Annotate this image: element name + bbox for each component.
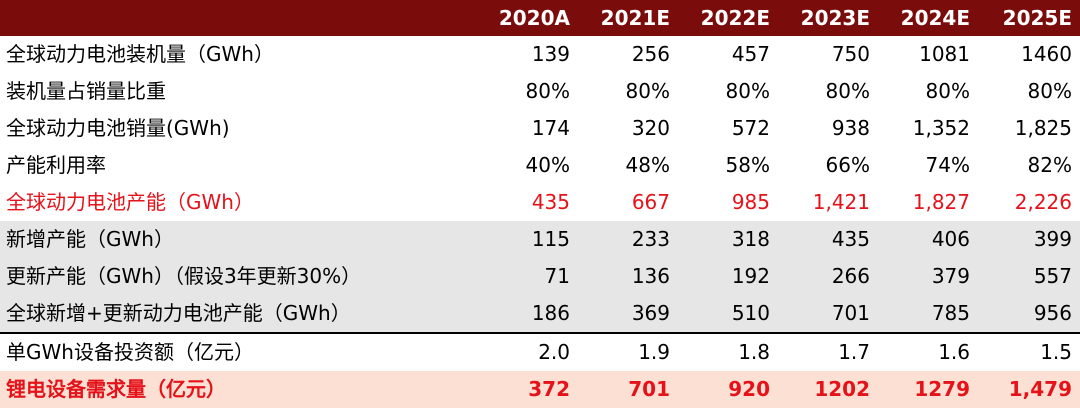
row-label: 全球新增+更新动力电池产能（GWh） bbox=[0, 295, 478, 334]
header-year-2022e: 2022E bbox=[678, 0, 778, 36]
value-cell: 82% bbox=[978, 147, 1080, 184]
value-cell: 58% bbox=[678, 147, 778, 184]
header-row: 2020A 2021E 2022E 2023E 2024E 2025E bbox=[0, 0, 1080, 36]
value-cell: 750 bbox=[778, 36, 878, 73]
value-cell: 1279 bbox=[878, 371, 978, 408]
value-cell: 40% bbox=[478, 147, 578, 184]
value-cell: 80% bbox=[878, 73, 978, 110]
value-cell: 785 bbox=[878, 295, 978, 334]
value-cell: 318 bbox=[678, 221, 778, 258]
value-cell: 1.9 bbox=[578, 333, 678, 371]
value-cell: 985 bbox=[731, 190, 770, 214]
value-cell: 80% bbox=[778, 73, 878, 110]
row-label: 装机量占销量比重 bbox=[0, 73, 478, 110]
value-cell: 435 bbox=[778, 221, 878, 258]
row-label: 全球动力电池销量(GWh) bbox=[0, 110, 478, 147]
value-cell: 1.5 bbox=[978, 333, 1080, 371]
value-cell: 136 bbox=[578, 258, 678, 295]
table-row: 新增产能（GWh） 115 233 318 435 406 399 bbox=[0, 221, 1080, 258]
value-cell: 1,827 bbox=[912, 190, 970, 214]
header-year-2020a: 2020A bbox=[478, 0, 578, 36]
row-label: 更新产能（GWh）（假设3年更新30%） bbox=[0, 258, 478, 295]
value-cell: 1202 bbox=[778, 371, 878, 408]
value-cell: 557 bbox=[978, 258, 1080, 295]
value-cell: 572 bbox=[678, 110, 778, 147]
header-year-2024e: 2024E bbox=[878, 0, 978, 36]
table-row: 更新产能（GWh）（假设3年更新30%） 71 136 192 266 379 557 bbox=[0, 258, 1080, 295]
value-cell: 369 bbox=[578, 295, 678, 334]
row-label: 产能利用率 bbox=[0, 147, 478, 184]
forecast-table: 2020A 2021E 2022E 2023E 2024E 2025E 全球动力… bbox=[0, 0, 1080, 408]
value-cell: 1.8 bbox=[678, 333, 778, 371]
value-cell: 435 bbox=[531, 190, 570, 214]
value-cell: 66% bbox=[778, 147, 878, 184]
value-cell: 372 bbox=[478, 371, 578, 408]
value-cell: 266 bbox=[778, 258, 878, 295]
value-cell: 1,825 bbox=[978, 110, 1080, 147]
value-cell: 320 bbox=[578, 110, 678, 147]
value-cell: 406 bbox=[878, 221, 978, 258]
table-row: 全球动力电池装机量（GWh） 139 256 457 750 1081 1460 bbox=[0, 36, 1080, 73]
header-label-cell bbox=[0, 0, 478, 36]
table-row: 产能利用率 40% 48% 58% 66% 74% 82% bbox=[0, 147, 1080, 184]
value-cell: 379 bbox=[878, 258, 978, 295]
row-label: 全球动力电池装机量（GWh） bbox=[0, 36, 478, 73]
value-cell: 80% bbox=[978, 73, 1080, 110]
value-cell: 71 bbox=[478, 258, 578, 295]
value-cell: 2.0 bbox=[478, 333, 578, 371]
value-cell: 192 bbox=[678, 258, 778, 295]
value-cell: 920 bbox=[678, 371, 778, 408]
value-cell: 1,352 bbox=[878, 110, 978, 147]
value-cell: 2,226 bbox=[1014, 190, 1072, 214]
value-cell: 80% bbox=[478, 73, 578, 110]
value-cell: 399 bbox=[978, 221, 1080, 258]
value-cell: 1081 bbox=[878, 36, 978, 73]
row-label: 新增产能（GWh） bbox=[0, 221, 478, 258]
value-cell: 48% bbox=[578, 147, 678, 184]
row-label: 锂电设备需求量（亿元） bbox=[0, 371, 478, 408]
table-row: 全球动力电池销量(GWh) 174 320 572 938 1,352 1,825 bbox=[0, 110, 1080, 147]
value-cell: 510 bbox=[678, 295, 778, 334]
value-cell: 938 bbox=[778, 110, 878, 147]
value-cell: 667 bbox=[631, 190, 670, 214]
row-label: 全球动力电池产能（GWh） bbox=[6, 190, 254, 214]
value-cell: 139 bbox=[478, 36, 578, 73]
value-cell: 174 bbox=[478, 110, 578, 147]
value-cell: 1.7 bbox=[778, 333, 878, 371]
value-cell: 186 bbox=[478, 295, 578, 334]
header-year-2021e: 2021E bbox=[578, 0, 678, 36]
value-cell: 115 bbox=[478, 221, 578, 258]
value-cell: 956 bbox=[978, 295, 1080, 334]
value-cell: 1460 bbox=[978, 36, 1080, 73]
table-row: 全球动力电池产能（GWh） 435 667 985 1,421 1,827 2,226 bbox=[0, 184, 1080, 221]
value-cell: 80% bbox=[578, 73, 678, 110]
value-cell: 701 bbox=[778, 295, 878, 334]
value-cell: 256 bbox=[578, 36, 678, 73]
value-cell: 1,421 bbox=[812, 190, 870, 214]
header-year-2023e: 2023E bbox=[778, 0, 878, 36]
table-row: 全球新增+更新动力电池产能（GWh） 186 369 510 701 785 956 bbox=[0, 295, 1080, 334]
row-label: 单GWh设备投资额（亿元） bbox=[0, 333, 478, 371]
value-cell: 1,479 bbox=[978, 371, 1080, 408]
value-cell: 701 bbox=[578, 371, 678, 408]
value-cell: 80% bbox=[678, 73, 778, 110]
header-year-2025e: 2025E bbox=[978, 0, 1080, 36]
value-cell: 457 bbox=[678, 36, 778, 73]
table-row: 装机量占销量比重 80% 80% 80% 80% 80% 80% bbox=[0, 73, 1080, 110]
table-row: 单GWh设备投资额（亿元） 2.0 1.9 1.8 1.7 1.6 1.5 bbox=[0, 333, 1080, 371]
value-cell: 74% bbox=[878, 147, 978, 184]
table-row: 锂电设备需求量（亿元） 372 701 920 1202 1279 1,479 bbox=[0, 371, 1080, 408]
value-cell: 233 bbox=[578, 221, 678, 258]
value-cell: 1.6 bbox=[878, 333, 978, 371]
